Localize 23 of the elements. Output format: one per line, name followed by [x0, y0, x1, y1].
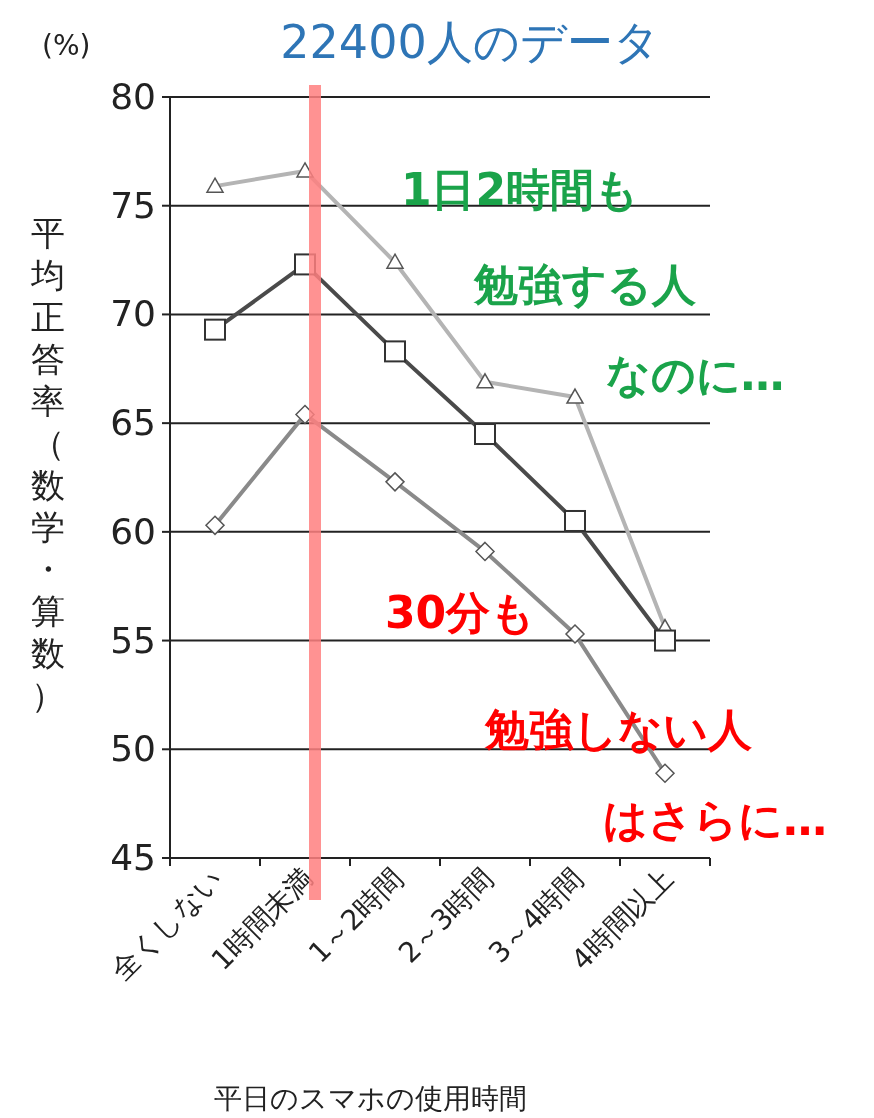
y-tick-label: 70	[110, 293, 156, 335]
point	[384, 340, 406, 363]
y-tick-label: 75	[110, 184, 156, 226]
annotation: 30分も	[384, 587, 536, 638]
x-axis-title: 平日のスマホの使用時間	[213, 1082, 527, 1115]
annotation: なのに…	[605, 349, 785, 400]
point	[654, 629, 676, 652]
y-tick-label: 80	[110, 76, 156, 117]
y-tick-label: 45	[110, 837, 156, 878]
chart-title: 22400人のデータ	[280, 15, 660, 69]
y-tick-label: 65	[110, 402, 156, 444]
annotation: 1日2時間も	[400, 164, 640, 215]
annotation: 勉強しない人	[483, 704, 752, 755]
point	[474, 423, 496, 446]
y-tick-label: 50	[110, 728, 156, 770]
annotation: 勉強する人	[473, 259, 696, 310]
point	[204, 318, 226, 341]
text: 平均正答率（数学・算数）	[31, 213, 65, 715]
point	[564, 509, 586, 532]
y-tick-label: 60	[110, 510, 156, 552]
text: (%)	[42, 29, 91, 62]
y-tick-label: 55	[110, 619, 156, 661]
annotation: はさらに…	[603, 794, 827, 845]
